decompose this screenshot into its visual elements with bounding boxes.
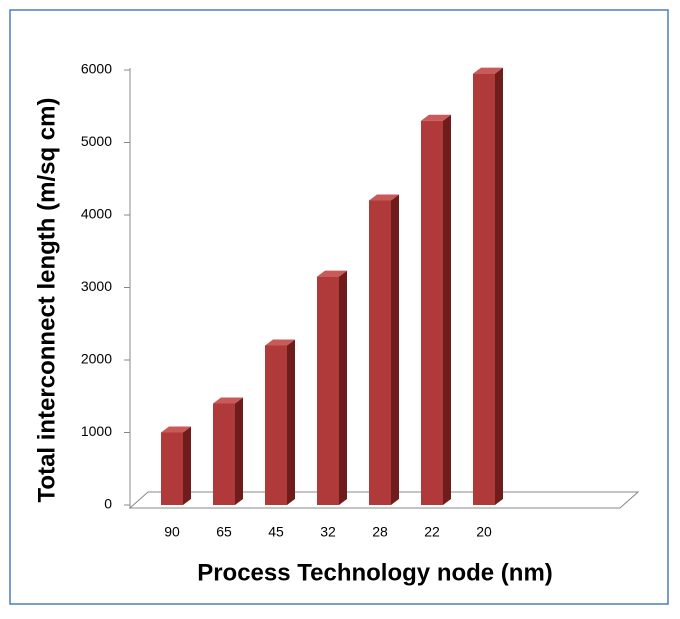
x-tick-label: 65 — [216, 524, 232, 540]
y-axis-title: Total interconnect length (m/sq cm) — [33, 98, 60, 503]
y-tick-label: 0 — [104, 496, 112, 512]
x-axis-title: Process Technology node (nm) — [197, 559, 553, 586]
bar — [369, 200, 391, 505]
y-tick-label: 3000 — [81, 278, 112, 294]
y-tick-label: 5000 — [81, 133, 112, 149]
bar-top — [265, 339, 295, 346]
x-tick-label: 32 — [320, 524, 336, 540]
bar-side — [235, 397, 243, 505]
bar — [213, 403, 235, 505]
bar-top — [161, 426, 191, 433]
x-tick-label: 45 — [268, 524, 284, 540]
bar-side — [287, 339, 295, 505]
bar-side — [443, 114, 451, 505]
x-tick-label: 22 — [424, 524, 440, 540]
bar-top — [369, 194, 399, 201]
bar-top — [421, 114, 451, 121]
bar-side — [339, 270, 347, 505]
bar — [473, 73, 495, 505]
y-tick-label: 1000 — [81, 423, 112, 439]
y-tick-label: 2000 — [81, 351, 112, 367]
bar-top — [473, 67, 503, 74]
x-tick-label: 20 — [476, 524, 492, 540]
y-tick-label: 6000 — [81, 61, 112, 77]
bar — [265, 345, 287, 505]
bar — [161, 432, 183, 505]
x-tick-label: 90 — [164, 524, 180, 540]
bar-side — [183, 426, 191, 505]
bar-top — [213, 397, 243, 404]
bar — [421, 120, 443, 505]
bar-top — [317, 270, 347, 277]
y-tick-label: 4000 — [81, 206, 112, 222]
bar-side — [391, 194, 399, 505]
bar — [317, 276, 339, 505]
bar-side — [495, 67, 503, 505]
x-tick-label: 28 — [372, 524, 388, 540]
